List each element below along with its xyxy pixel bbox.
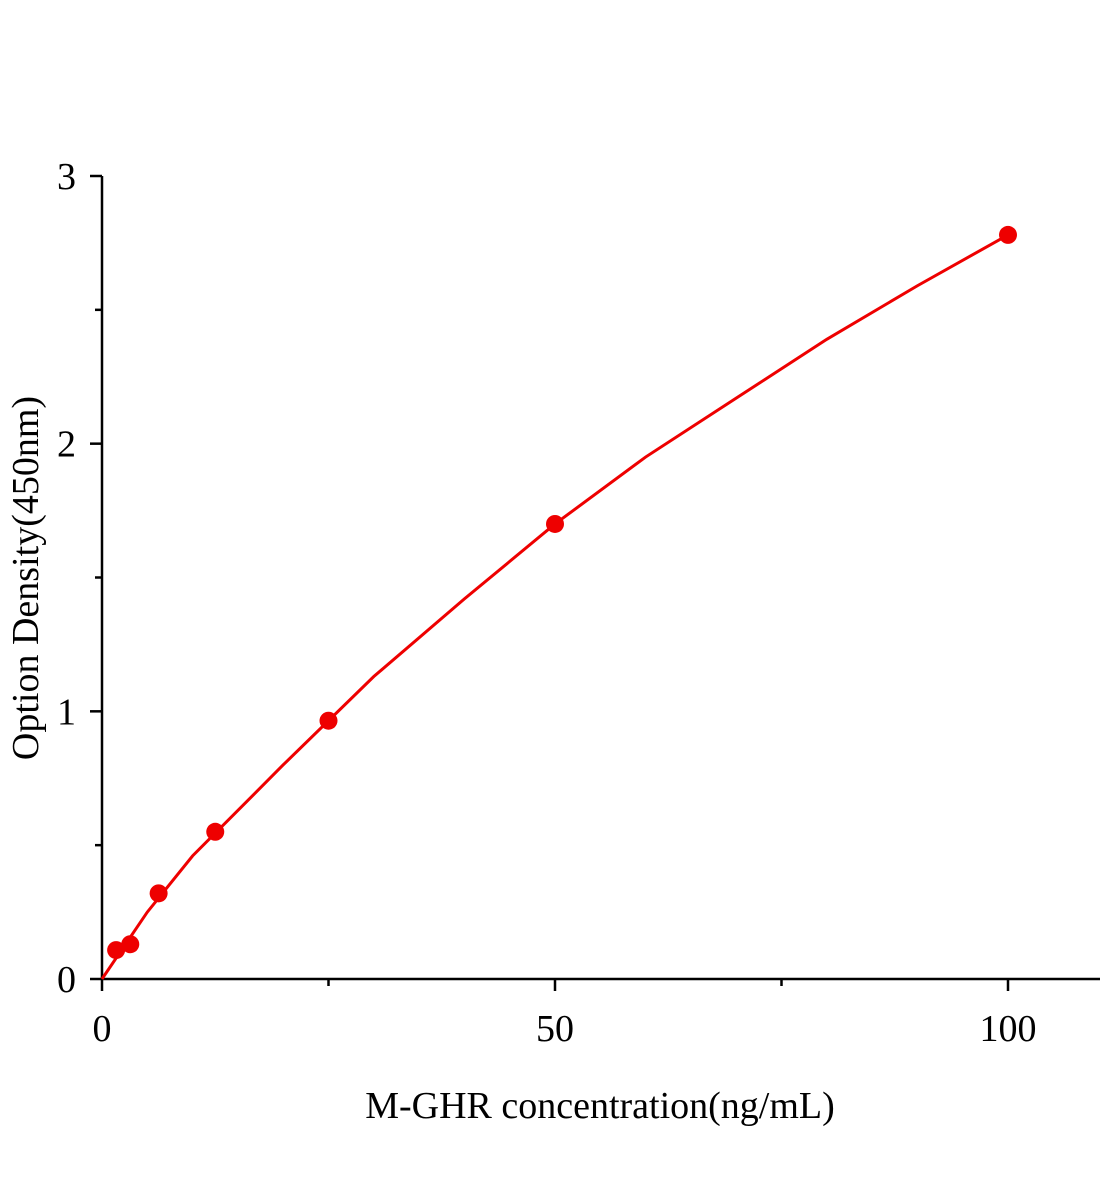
data-point [149, 884, 168, 903]
data-point [107, 941, 126, 960]
x-tick-label: 100 [980, 1008, 1037, 1050]
y-tick-label: 3 [57, 156, 76, 198]
y-tick-label: 2 [57, 424, 76, 466]
y-axis-label: Option Density(450nm) [5, 396, 47, 760]
x-tick-label: 0 [93, 1008, 112, 1050]
y-tick-label: 0 [57, 959, 76, 1001]
data-point [121, 935, 140, 954]
x-tick-label: 50 [536, 1008, 574, 1050]
fit-curve [100, 233, 1009, 980]
x-axis-label: M-GHR concentration(ng/mL) [365, 1085, 835, 1127]
y-tick-label: 1 [57, 691, 76, 733]
